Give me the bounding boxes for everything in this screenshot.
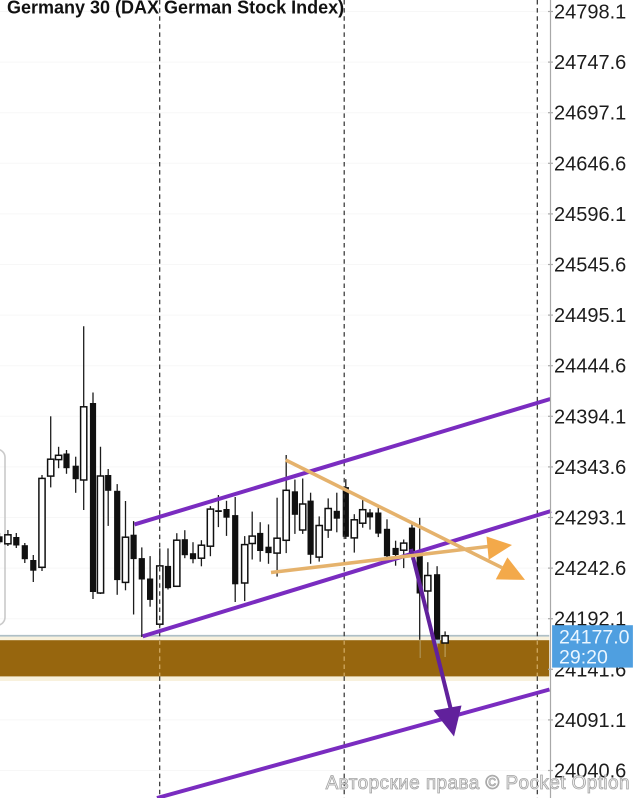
svg-text:24293.1: 24293.1 bbox=[554, 508, 626, 530]
svg-text:24697.1: 24697.1 bbox=[554, 103, 626, 125]
svg-text:Авторские права © Pocket Optio: Авторские права © Pocket Option bbox=[326, 773, 630, 794]
svg-text:24747.6: 24747.6 bbox=[554, 52, 626, 74]
svg-text:24495.1: 24495.1 bbox=[554, 305, 626, 327]
svg-text:Germany 30 (DAX German Stock I: Germany 30 (DAX German Stock Index) bbox=[7, 0, 344, 18]
svg-text:24242.6: 24242.6 bbox=[554, 558, 626, 580]
svg-text:24798.1: 24798.1 bbox=[554, 2, 626, 24]
svg-text:29:20: 29:20 bbox=[559, 647, 608, 669]
svg-text:24545.6: 24545.6 bbox=[554, 255, 626, 277]
svg-text:24040.6: 24040.6 bbox=[554, 761, 626, 783]
svg-text:24091.1: 24091.1 bbox=[554, 710, 626, 732]
svg-text:24394.1: 24394.1 bbox=[554, 406, 626, 428]
svg-text:24444.6: 24444.6 bbox=[554, 356, 626, 378]
svg-text:24343.6: 24343.6 bbox=[554, 457, 626, 479]
svg-text:24596.1: 24596.1 bbox=[554, 204, 626, 226]
svg-text:24177.0: 24177.0 bbox=[559, 627, 630, 649]
svg-text:24646.6: 24646.6 bbox=[554, 153, 626, 175]
